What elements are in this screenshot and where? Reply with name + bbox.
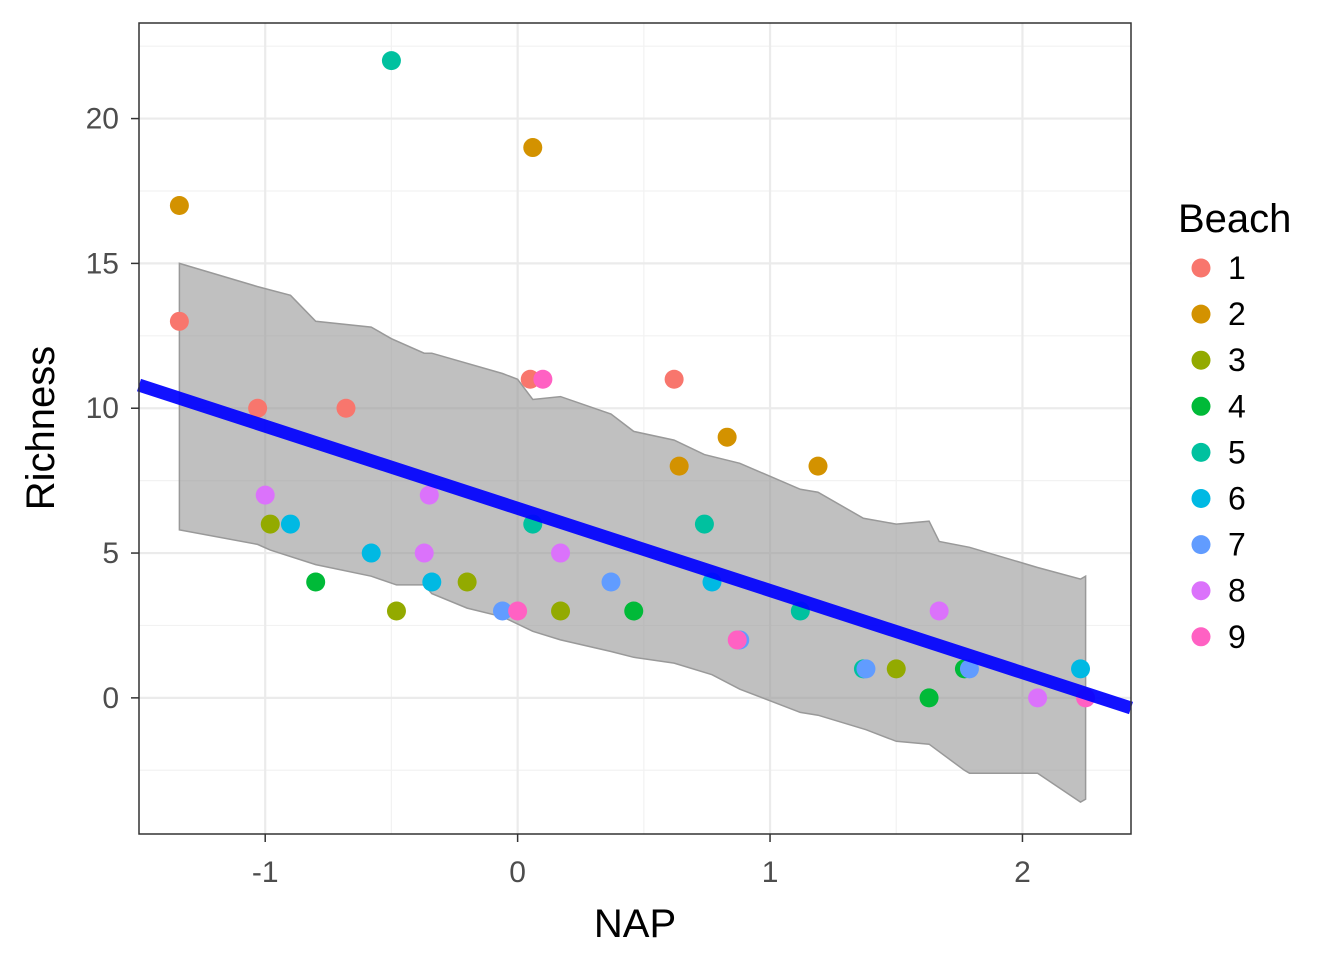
legend-key-3	[1191, 350, 1211, 370]
y-tick-label: 10	[86, 392, 119, 425]
data-point-beach-8	[419, 485, 439, 505]
data-point-beach-8	[1028, 688, 1048, 708]
data-point-beach-8	[255, 485, 275, 505]
legend-label-2: 2	[1228, 296, 1246, 332]
data-point-beach-2	[808, 456, 828, 476]
data-point-beach-3	[386, 601, 406, 621]
legend-key-7	[1191, 535, 1211, 555]
data-point-beach-4	[306, 572, 326, 592]
data-point-beach-1	[664, 369, 684, 389]
data-point-beach-6	[280, 514, 300, 534]
data-point-beach-1	[248, 398, 268, 418]
data-point-beach-3	[457, 572, 477, 592]
data-point-beach-5	[381, 51, 401, 71]
data-point-beach-6	[361, 543, 381, 563]
legend-key-9	[1191, 627, 1211, 647]
data-point-beach-1	[336, 398, 356, 418]
y-axis-title: Richness	[19, 346, 63, 511]
legend: 1 2 3 4 5 6 7 8 9	[1191, 250, 1246, 655]
legend-label-5: 5	[1228, 434, 1246, 470]
data-point-beach-9	[727, 630, 747, 650]
legend-key-1	[1191, 258, 1211, 278]
data-point-beach-5	[694, 514, 714, 534]
data-point-beach-9	[508, 601, 528, 621]
data-point-beach-2	[169, 195, 189, 215]
data-point-beach-8	[551, 543, 571, 563]
x-tick-label: 0	[509, 856, 526, 889]
x-tick-label: -1	[252, 856, 279, 889]
legend-label-1: 1	[1228, 250, 1246, 286]
fit-line	[136, 378, 1134, 715]
data-point-beach-7	[601, 572, 621, 592]
data-point-beach-3	[260, 514, 280, 534]
data-point-beach-3	[886, 659, 906, 679]
legend-label-6: 6	[1228, 481, 1246, 517]
legend-key-2	[1191, 304, 1211, 324]
data-point-beach-7	[856, 659, 876, 679]
data-point-beach-8	[414, 543, 434, 563]
data-point-beach-6	[422, 572, 442, 592]
y-tick-label: 0	[102, 682, 119, 715]
data-point-beach-2	[717, 427, 737, 447]
legend-label-4: 4	[1228, 388, 1246, 424]
y-tick-label: 20	[86, 103, 119, 136]
fit-line-layer	[136, 378, 1134, 715]
data-point-beach-2	[669, 456, 689, 476]
data-point-beach-1	[169, 311, 189, 331]
legend-key-6	[1191, 489, 1211, 508]
data-point-beach-2	[523, 138, 543, 158]
data-point-beach-3	[551, 601, 571, 621]
data-point-beach-7	[492, 601, 512, 621]
legend-label-7: 7	[1228, 527, 1246, 563]
data-point-beach-8	[929, 601, 949, 621]
data-point-beach-4	[919, 688, 939, 708]
y-tick-label: 15	[86, 247, 119, 280]
data-point-beach-4	[624, 601, 644, 621]
legend-label-9: 9	[1228, 619, 1246, 655]
legend-key-8	[1191, 581, 1211, 601]
data-points	[169, 51, 1096, 708]
legend-key-5	[1191, 442, 1211, 462]
plot-border	[138, 22, 1132, 835]
y-tick-label: 5	[102, 537, 119, 570]
legend-label-8: 8	[1228, 573, 1246, 609]
data-point-beach-6	[1071, 659, 1091, 679]
x-axis-title: NAP	[594, 902, 676, 946]
data-point-beach-9	[533, 369, 553, 389]
x-tick-label: 1	[762, 856, 779, 889]
legend-key-4	[1191, 396, 1211, 416]
data-point-beach-7	[959, 659, 979, 679]
legend-label-3: 3	[1228, 342, 1246, 378]
legend-title: Beach	[1178, 197, 1291, 241]
x-tick-label: 2	[1014, 856, 1031, 889]
